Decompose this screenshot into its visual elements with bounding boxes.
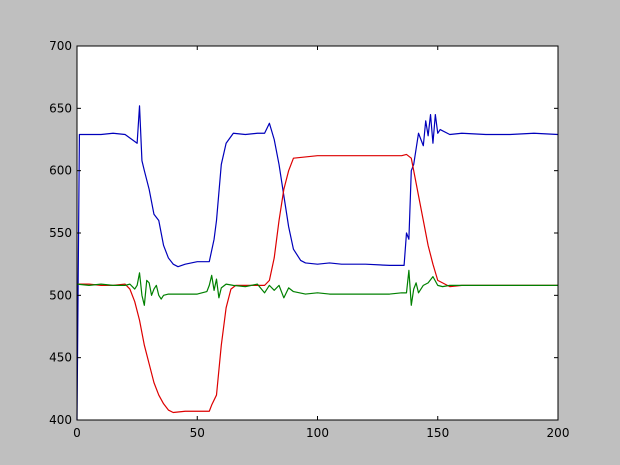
- y-tick-label: 700: [49, 39, 72, 53]
- series-layer: [76, 105, 559, 421]
- x-tick-label: 150: [426, 426, 449, 440]
- series-line-1: [76, 105, 559, 421]
- x-axis: 0 50 100 150 200: [73, 46, 569, 440]
- y-tick-label: 600: [49, 164, 72, 178]
- x-tick-label: 50: [190, 426, 205, 440]
- x-tick-label: 0: [73, 426, 81, 440]
- y-tick-label: 650: [49, 101, 72, 115]
- series-line-2: [77, 153, 558, 414]
- x-tick-label: 100: [306, 426, 329, 440]
- series-line-3: [76, 269, 558, 306]
- y-tick-label: 500: [49, 288, 72, 302]
- y-tick-label: 400: [49, 413, 72, 427]
- x-tick-label: 200: [547, 426, 570, 440]
- y-axis: 400 450 500 550 600 650 700: [49, 39, 558, 427]
- y-tick-label: 450: [49, 351, 72, 365]
- plot-area: [77, 46, 558, 420]
- y-tick-label: 550: [49, 226, 72, 240]
